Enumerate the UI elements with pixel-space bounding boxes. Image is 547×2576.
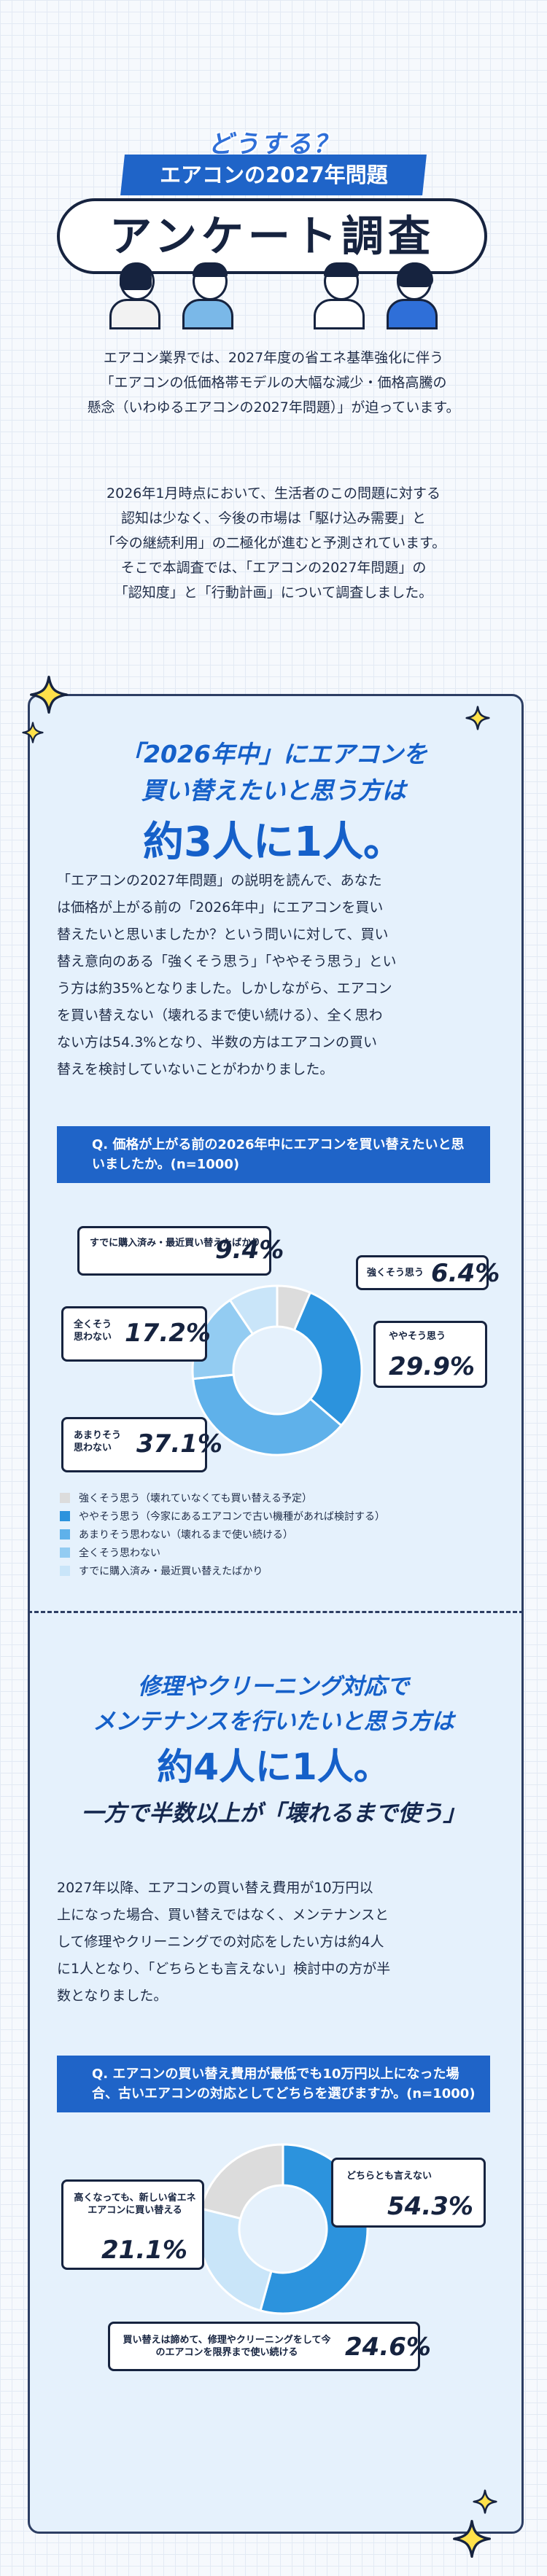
- intro-paragraph-1: エアコン業界では、2027年度の省エネ基準強化に伴う 「エアコンの低価格帯モデル…: [87, 350, 460, 415]
- chart2-question: Q. エアコンの買い替え費用が最低でも10万円以上になった場合、古いエアコンの対…: [57, 2056, 490, 2112]
- legend-swatch: [60, 1547, 70, 1558]
- chart1-legend: 強くそう思う（壊れていなくても買い替える予定） ややそう思う（今家にあるエアコン…: [60, 1488, 490, 1580]
- chart1-callout-purchased: すでに購入済み・最近買い替えたばかり 9.4%: [77, 1226, 284, 1276]
- chart2-callout-value: 54.3%: [387, 2192, 473, 2221]
- person-illustration: [387, 262, 438, 329]
- header-kicker: どうする？: [208, 130, 339, 159]
- sparkle-icon: [22, 722, 44, 743]
- legend-item: あまりそう思わない（壊れるまで使い続ける）: [60, 1525, 490, 1543]
- section2-big-statement: 約4人に1人。: [157, 1746, 390, 1788]
- chart1-callout-value: 17.2%: [125, 1319, 211, 1348]
- person-illustration: [109, 262, 160, 329]
- chart1-callout-value: 9.4%: [215, 1236, 284, 1265]
- legend-swatch: [60, 1510, 70, 1521]
- chart1-slice-1: [292, 1291, 363, 1427]
- legend-swatch: [60, 1529, 70, 1539]
- legend-item: 強くそう思う（壊れていなくても買い替える予定）: [60, 1488, 490, 1507]
- person-illustration: [182, 262, 233, 329]
- chart1-slice-2: [191, 1373, 344, 1456]
- chart2-callout-label: 買い替えは諦めて、修理やクリーニングをして今のエアコンを限界まで使い続ける: [123, 2335, 331, 2358]
- chart1-question: Q. 価格が上がる前の2026年中にエアコンを買い替えたいと思いましたか。(n=…: [57, 1126, 490, 1183]
- sparkle-icon: [452, 2519, 492, 2559]
- section1-body: 「エアコンの2027年問題」の説明を読んで、あなた は価格が上がる前の「2026…: [57, 873, 397, 1077]
- header-band-title: エアコンの2027年問題: [120, 155, 427, 195]
- section1-heading: 「2026年中」にエアコンを 買い替えたいと思う方は: [120, 740, 427, 805]
- section1-big-statement: 約3人に1人。: [143, 819, 404, 866]
- header-main-title: アンケート調査: [57, 198, 487, 274]
- section-divider: [28, 1611, 524, 1613]
- chart1-callout-label: ややそう思う: [389, 1331, 446, 1342]
- chart1-callout-somewhat-yes: ややそう思う 29.9%: [373, 1321, 487, 1388]
- sparkle-icon: [473, 2489, 497, 2514]
- chart2-callout-maintain: 買い替えは諦めて、修理やクリーニングをして今のエアコンを限界まで使い続ける 24…: [108, 2322, 431, 2371]
- chart2-callout-undecided: どちらとも言えない 54.3%: [331, 2158, 486, 2228]
- chart1-slice-4: [228, 1284, 279, 1336]
- sparkle-icon: [29, 675, 69, 714]
- chart1-callout-label: あまりそう思わない: [74, 1430, 122, 1453]
- chart1-callout-label: 強くそう思う: [367, 1268, 424, 1279]
- legend-item: ややそう思う（今家にあるエアコンで古い機種があれば検討する）: [60, 1507, 490, 1525]
- chart1-callout-value: 29.9%: [389, 1352, 475, 1381]
- legend-swatch: [60, 1565, 70, 1576]
- chart2-callout-label: 高くなっても、新しい省エネエアコンに買い替える: [74, 2193, 196, 2216]
- chart1-callout-label: すでに購入済み・最近買い替えたばかり: [90, 1238, 261, 1249]
- section2-heading: 修理やクリーニング対応で メンテナンスを行いたいと思う方は: [93, 1674, 454, 1735]
- sparkle-icon: [465, 706, 490, 730]
- chart1-callout-not-at-all: 全くそう思わない 17.2%: [61, 1306, 211, 1362]
- chart2-callout-value: 21.1%: [101, 2236, 187, 2265]
- chart1-callout-strong-yes: 強くそう思う 6.4%: [356, 1255, 500, 1290]
- legend-item: すでに購入済み・最近買い替えたばかり: [60, 1561, 490, 1580]
- chart1-donut: [191, 1284, 363, 1456]
- legend-swatch: [60, 1492, 70, 1503]
- chart1-callout-value: 37.1%: [136, 1429, 222, 1459]
- chart2-slice-1: [197, 2207, 273, 2312]
- section2-subheading: 一方で半数以上が「壊れるまで使う」: [81, 1800, 466, 1827]
- chart2-callout-value: 24.6%: [345, 2333, 431, 2362]
- chart2-callout-buy-new: 高くなっても、新しい省エネエアコンに買い替える 21.1%: [61, 2179, 204, 2270]
- chart1-callout-not-really: あまりそう思わない 37.1%: [61, 1417, 222, 1472]
- chart2-slice-2: [199, 2143, 284, 2220]
- legend-item: 全くそう思わない: [60, 1543, 490, 1561]
- chart1-callout-label: 全くそう思わない: [74, 1319, 112, 1343]
- chart1-callout-value: 6.4%: [431, 1259, 500, 1288]
- person-illustration: [314, 262, 365, 329]
- section2-body: 2027年以降、エアコンの買い替え費用が10万円以 上になった場合、買い替えでは…: [57, 1880, 391, 2004]
- intro-paragraph-2: 2026年1月時点において、生活者のこの問題に対する 認知は少なく、今後の市場は…: [101, 485, 446, 601]
- chart2-callout-label: どちらとも言えない: [346, 2171, 432, 2182]
